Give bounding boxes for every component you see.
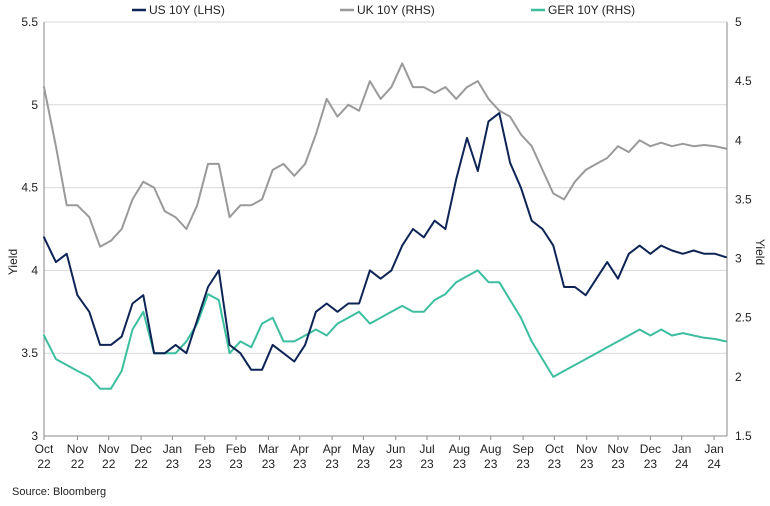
legend: US 10Y (LHS) UK 10Y (RHS) GER 10Y (RHS)	[132, 3, 635, 17]
series-line-uk	[43, 62, 727, 248]
x-tick-label-year: 23	[229, 457, 243, 471]
x-tick-label-year: 23	[293, 457, 307, 471]
x-tick-label-month: Oct	[545, 442, 564, 456]
x-tick-label-month: Oct	[35, 442, 54, 456]
y-tick-label-left: 5	[31, 98, 38, 112]
x-tick-label-year: 22	[37, 457, 51, 471]
x-tick-label-month: Nov	[98, 442, 119, 456]
x-tick-label-month: Dec	[640, 442, 661, 456]
y-tick-label-right: 3	[735, 252, 742, 266]
y-tick-label-right: 4	[735, 133, 742, 147]
x-tick-label-year: 23	[548, 457, 562, 471]
x-tick-label-month: Mar	[258, 442, 279, 456]
x-tick-label-year: 23	[262, 457, 276, 471]
x-tick-label-month: Apr	[323, 442, 342, 456]
x-tick-label-year: 22	[134, 457, 148, 471]
y-tick-label-right: 2	[735, 370, 742, 384]
x-tick-label-month: Nov	[607, 442, 628, 456]
gridlines	[44, 21, 727, 437]
x-tick-label-year: 23	[357, 457, 371, 471]
x-tick-label-month: Jan	[672, 442, 691, 456]
x-tick-label-year: 23	[516, 457, 530, 471]
source-note: Source: Bloomberg	[12, 486, 107, 498]
legend-label: UK 10Y (RHS)	[357, 3, 435, 17]
y-tick-label-left: 3.5	[21, 346, 38, 360]
series-lines	[43, 62, 727, 390]
x-tick-label-month: Apr	[290, 442, 309, 456]
y-tick-label-right: 2.5	[735, 311, 752, 325]
x-tick-label-year: 23	[484, 457, 498, 471]
y-axis-title-right: Yield	[753, 239, 767, 265]
x-tick-label-year: 24	[707, 457, 721, 471]
y-axis-title-left: Yield	[6, 249, 20, 275]
x-tick-label-year: 23	[580, 457, 594, 471]
x-tick-label-year: 23	[420, 457, 434, 471]
x-tick-label-year: 23	[453, 457, 467, 471]
y-tick-label-left: 4	[31, 263, 38, 277]
x-tick-label-month: Jan	[163, 442, 182, 456]
x-tick-label-month: Jan	[704, 442, 723, 456]
x-tick-label-month: May	[352, 442, 375, 456]
x-tick-label-month: Aug	[449, 442, 470, 456]
y-tick-label-right: 3.5	[735, 192, 752, 206]
x-tick-label-year: 23	[644, 457, 658, 471]
legend-label: GER 10Y (RHS)	[548, 3, 635, 17]
x-tick-label-month: Sep	[512, 442, 534, 456]
x-tick-label-year: 23	[389, 457, 403, 471]
x-tick-label-year: 23	[198, 457, 212, 471]
legend-label: US 10Y (LHS)	[149, 3, 225, 17]
y-tick-label-left: 5.5	[21, 15, 38, 29]
x-tick-label-year: 22	[102, 457, 116, 471]
series-line-us	[43, 112, 727, 371]
series-line-ger	[43, 269, 727, 390]
x-tick-label-month: Dec	[130, 442, 151, 456]
x-tick-label-year: 23	[325, 457, 339, 471]
y-tick-label-right: 5	[735, 15, 742, 29]
x-tick-label-month: Jul	[419, 442, 434, 456]
x-tick-label-year: 22	[71, 457, 85, 471]
x-tick-label-month: Nov	[576, 442, 597, 456]
yield-chart: US 10Y (LHS) UK 10Y (RHS) GER 10Y (RHS) 3 3…	[6, 3, 767, 471]
y-tick-label-right: 1.5	[735, 429, 752, 443]
x-tick-label-month: Aug	[480, 442, 501, 456]
x-tick-label-month: Jun	[386, 442, 405, 456]
x-tick-label-month: Feb	[194, 442, 215, 456]
y-tick-label-left: 3	[31, 429, 38, 443]
y-tick-label-right: 4.5	[735, 74, 752, 88]
x-tick-label-year: 23	[166, 457, 180, 471]
x-tick-label-year: 23	[611, 457, 625, 471]
x-tick-label-month: Nov	[67, 442, 88, 456]
y-tick-label-left: 4.5	[21, 181, 38, 195]
x-tick-label-year: 24	[675, 457, 689, 471]
axes: 33.544.555.51.522.533.544.55Oct22Nov22No…	[21, 15, 752, 471]
x-tick-label-month: Feb	[226, 442, 247, 456]
